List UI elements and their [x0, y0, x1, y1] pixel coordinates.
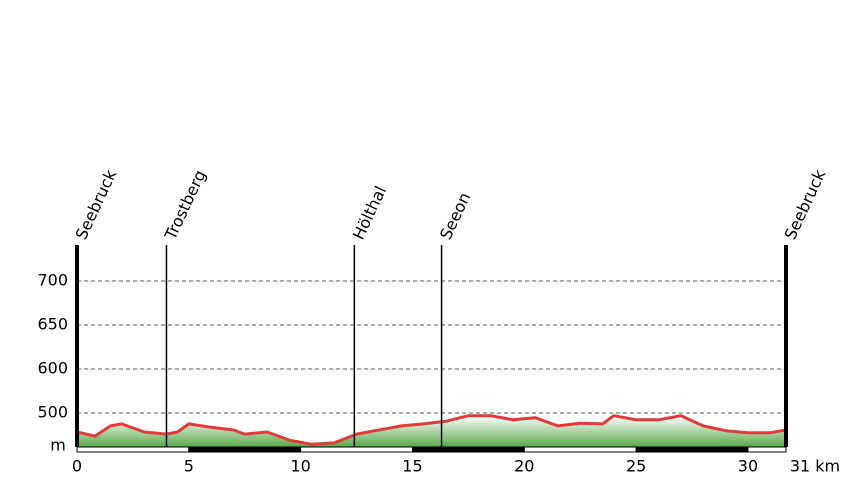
x-tick-label: 25 — [626, 457, 646, 476]
scale-segment — [188, 446, 302, 453]
place-label: Seeon — [436, 189, 474, 242]
place-label: Hölthal — [349, 183, 390, 243]
x-tick-label: 30 — [738, 457, 758, 476]
profile-line — [76, 414, 787, 446]
x-tick-label: 20 — [514, 457, 534, 476]
scale-segment — [523, 446, 637, 453]
scale-segment — [635, 446, 749, 453]
profile-area — [77, 415, 786, 447]
y-tick-label: 600 — [37, 359, 68, 378]
y-tick-label: 500 — [37, 403, 68, 422]
y-tick-label: 700 — [37, 271, 68, 290]
x-tick-label: 10 — [290, 457, 310, 476]
y-unit: m — [50, 436, 66, 455]
x-tick-label: 0 — [72, 457, 82, 476]
place-label: Trostberg — [161, 167, 210, 243]
scale-segment — [411, 446, 525, 453]
scale-segment — [747, 446, 787, 453]
y-tick-label: 650 — [37, 315, 68, 334]
place-label: Seebruck — [71, 166, 120, 242]
place-label: Seebruck — [780, 166, 829, 242]
x-tick-label: 5 — [184, 457, 194, 476]
scale-segment — [76, 446, 190, 453]
x-end-label: 31 km — [790, 457, 840, 476]
x-tick-label: 15 — [402, 457, 422, 476]
scale-segment — [300, 446, 413, 453]
